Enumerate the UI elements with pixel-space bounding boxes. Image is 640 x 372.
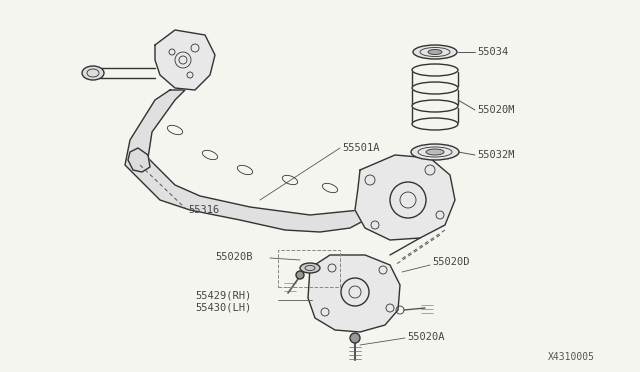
Ellipse shape [411,144,459,160]
Ellipse shape [413,45,457,59]
Circle shape [296,271,304,279]
Text: 55429(RH): 55429(RH) [195,290,252,300]
Polygon shape [155,30,215,90]
Text: 55316: 55316 [188,205,220,215]
Ellipse shape [428,49,442,55]
Text: 55020A: 55020A [407,332,445,342]
Circle shape [350,333,360,343]
Text: 55430(LH): 55430(LH) [195,302,252,312]
Polygon shape [128,148,150,172]
Text: 55501A: 55501A [342,143,380,153]
Polygon shape [355,155,455,240]
Text: 55034: 55034 [477,47,508,57]
Text: 55020D: 55020D [432,257,470,267]
Text: 55020M: 55020M [477,105,515,115]
Text: X4310005: X4310005 [548,352,595,362]
Ellipse shape [82,66,104,80]
Polygon shape [125,90,365,232]
Bar [278,250,340,287]
Text: 55020B: 55020B [215,252,253,262]
Text: 55032M: 55032M [477,150,515,160]
Polygon shape [308,255,400,332]
Ellipse shape [300,263,320,273]
Ellipse shape [426,149,444,155]
